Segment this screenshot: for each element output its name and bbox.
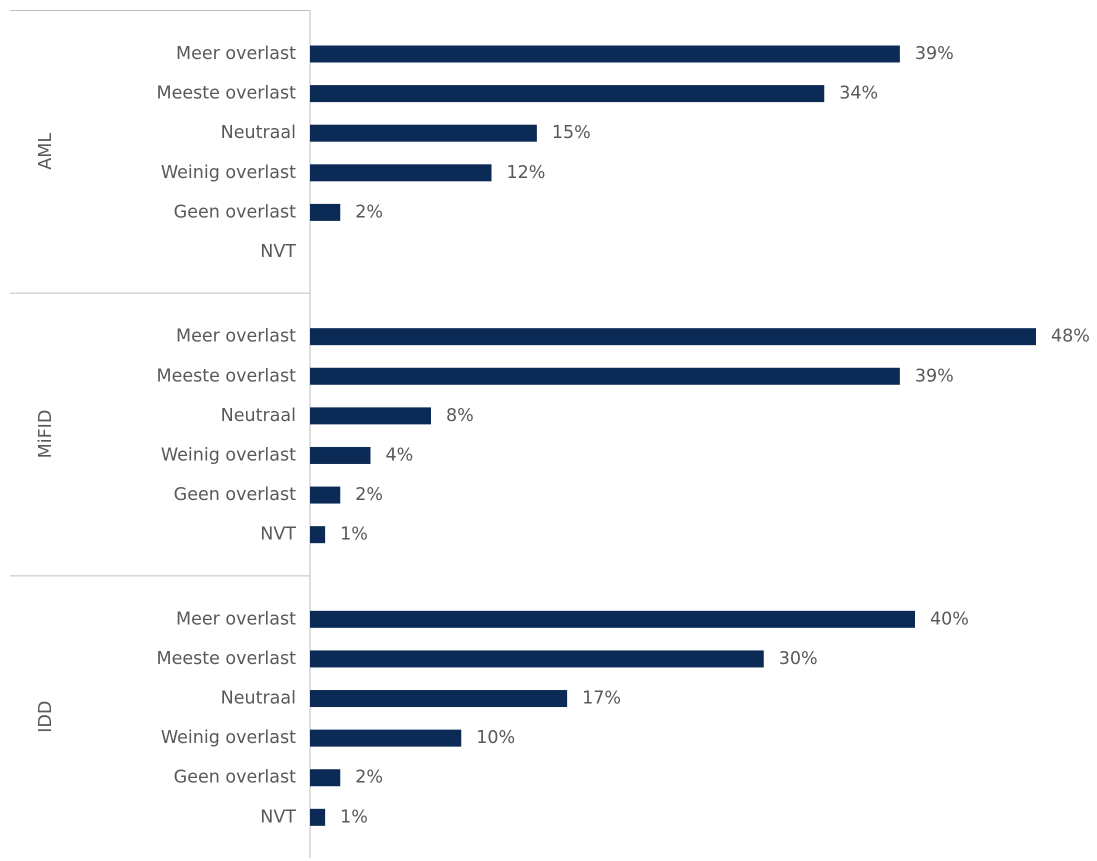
bar-idd-5 xyxy=(310,808,326,826)
value-label: 10% xyxy=(476,728,515,748)
category-label: NVT xyxy=(260,242,296,262)
bar-mifid-1 xyxy=(310,367,900,385)
bar-mifid-5 xyxy=(310,526,326,544)
value-label: 48% xyxy=(1051,327,1090,347)
bar-aml-4 xyxy=(310,203,341,221)
bar-idd-4 xyxy=(310,769,341,787)
bar-mifid-3 xyxy=(310,446,371,464)
category-label: Neutraal xyxy=(221,689,296,709)
bar-mifid-2 xyxy=(310,407,431,425)
bar-aml-1 xyxy=(310,85,825,103)
value-label: 34% xyxy=(839,84,878,104)
value-label: 1% xyxy=(340,807,368,827)
value-label: 1% xyxy=(340,525,368,545)
category-label: Neutraal xyxy=(221,406,296,426)
value-label: 2% xyxy=(355,202,383,222)
category-label: Meer overlast xyxy=(176,609,296,629)
value-label: 12% xyxy=(507,163,546,183)
value-label: 39% xyxy=(915,44,954,64)
category-label: Meeste overlast xyxy=(156,649,296,669)
category-label: Meeste overlast xyxy=(156,366,296,386)
group-label-mifid: MiFID xyxy=(36,410,56,459)
value-label: 2% xyxy=(355,768,383,788)
value-label: 17% xyxy=(582,689,621,709)
category-label: Meer overlast xyxy=(176,44,296,64)
category-label: Weinig overlast xyxy=(161,728,296,748)
category-label: NVT xyxy=(260,807,296,827)
bar-idd-0 xyxy=(310,610,915,628)
category-label: Geen overlast xyxy=(174,202,296,222)
group-label-aml: AML xyxy=(36,133,56,170)
value-label: 2% xyxy=(355,485,383,505)
bar-aml-0 xyxy=(310,45,900,63)
bar-mifid-0 xyxy=(310,328,1036,346)
category-label: Weinig overlast xyxy=(161,445,296,465)
value-label: 8% xyxy=(446,406,474,426)
group-label-idd: IDD xyxy=(36,701,56,733)
category-label: Weinig overlast xyxy=(161,163,296,183)
value-label: 4% xyxy=(386,445,414,465)
bar-aml-3 xyxy=(310,164,492,182)
category-label: Neutraal xyxy=(221,123,296,143)
category-label: Geen overlast xyxy=(174,768,296,788)
bar-idd-3 xyxy=(310,729,462,747)
value-label: 39% xyxy=(915,366,954,386)
category-label: Geen overlast xyxy=(174,485,296,505)
bar-mifid-4 xyxy=(310,486,341,504)
bar-aml-2 xyxy=(310,124,537,142)
category-label: Meeste overlast xyxy=(156,84,296,104)
value-label: 30% xyxy=(779,649,818,669)
value-label: 40% xyxy=(930,609,969,629)
bar-idd-1 xyxy=(310,650,764,668)
category-label: Meer overlast xyxy=(176,327,296,347)
bar-idd-2 xyxy=(310,690,568,708)
value-label: 15% xyxy=(552,123,591,143)
category-label: NVT xyxy=(260,525,296,545)
